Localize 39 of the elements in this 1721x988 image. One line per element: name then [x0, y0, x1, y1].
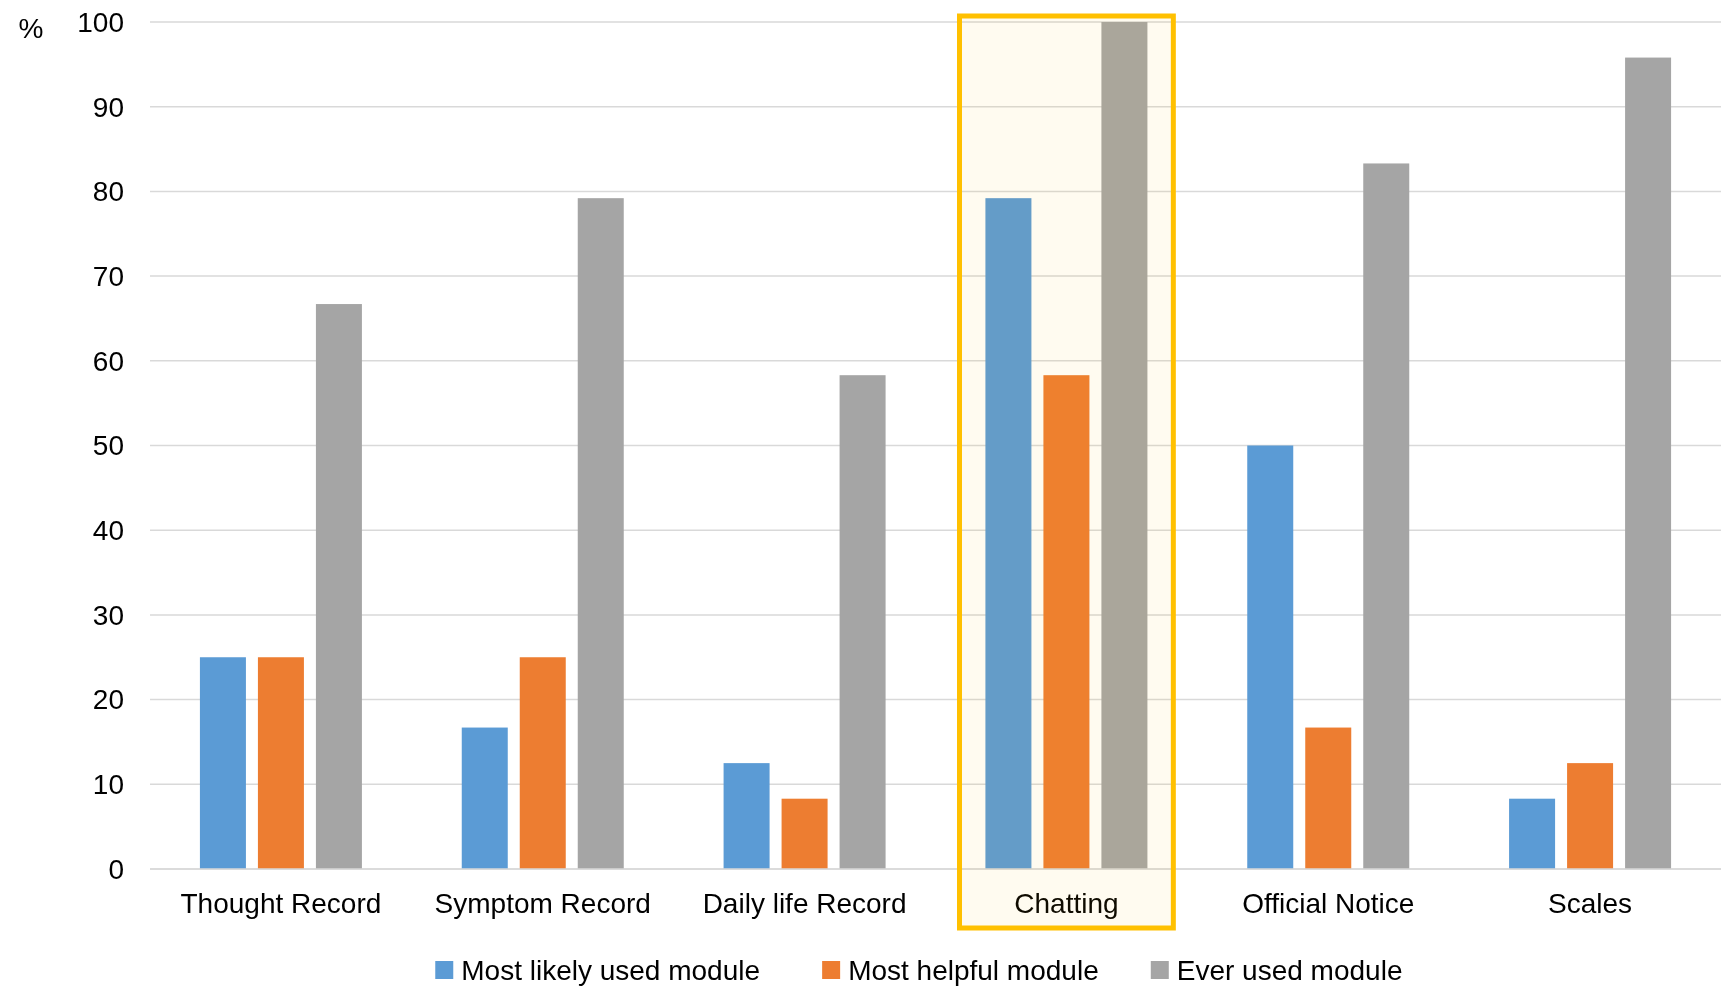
y-tick-label: 80: [92, 176, 124, 208]
bar: [1247, 445, 1294, 869]
x-tick-label: Thought Record: [180, 888, 382, 919]
legend-label: Ever used module: [1176, 954, 1403, 986]
legend-label: Most helpful module: [848, 954, 1099, 986]
bar: [839, 375, 886, 869]
y-tick-label: 50: [92, 430, 124, 462]
bar: [461, 727, 508, 869]
legend-label: Most likely used module: [461, 954, 761, 986]
bar: [315, 304, 362, 869]
y-tick-label: 90: [92, 91, 124, 123]
x-tick-label: Official Notice: [1242, 888, 1415, 919]
y-tick-label: 70: [92, 260, 124, 292]
bar: [1625, 57, 1672, 869]
bar: [1363, 163, 1410, 869]
y-tick-label: 10: [92, 769, 124, 801]
y-tick-label: 60: [92, 345, 124, 377]
y-tick-label: 30: [92, 599, 124, 631]
bar: [257, 657, 304, 869]
x-tick-label: Symptom Record: [434, 888, 651, 919]
bar: [985, 198, 1032, 869]
bar: [781, 798, 828, 869]
bar: [519, 657, 566, 869]
bar: [723, 763, 770, 869]
bar: [1567, 763, 1614, 869]
bar: [1101, 22, 1148, 869]
bar: [1305, 727, 1352, 869]
y-tick-label: 0: [108, 853, 124, 885]
y-tick-label: 100: [77, 6, 124, 38]
bar: [577, 198, 624, 869]
y-tick-label: 20: [92, 684, 124, 716]
bar: [199, 657, 246, 869]
x-tick-label: Daily life Record: [702, 888, 907, 919]
x-tick-label: Scales: [1548, 888, 1633, 919]
y-tick-label: 40: [92, 515, 124, 546]
y-axis-title: %: [18, 13, 44, 44]
bar: [1043, 375, 1090, 869]
bar: [1509, 798, 1556, 869]
x-tick-label: Chatting: [1014, 888, 1119, 919]
